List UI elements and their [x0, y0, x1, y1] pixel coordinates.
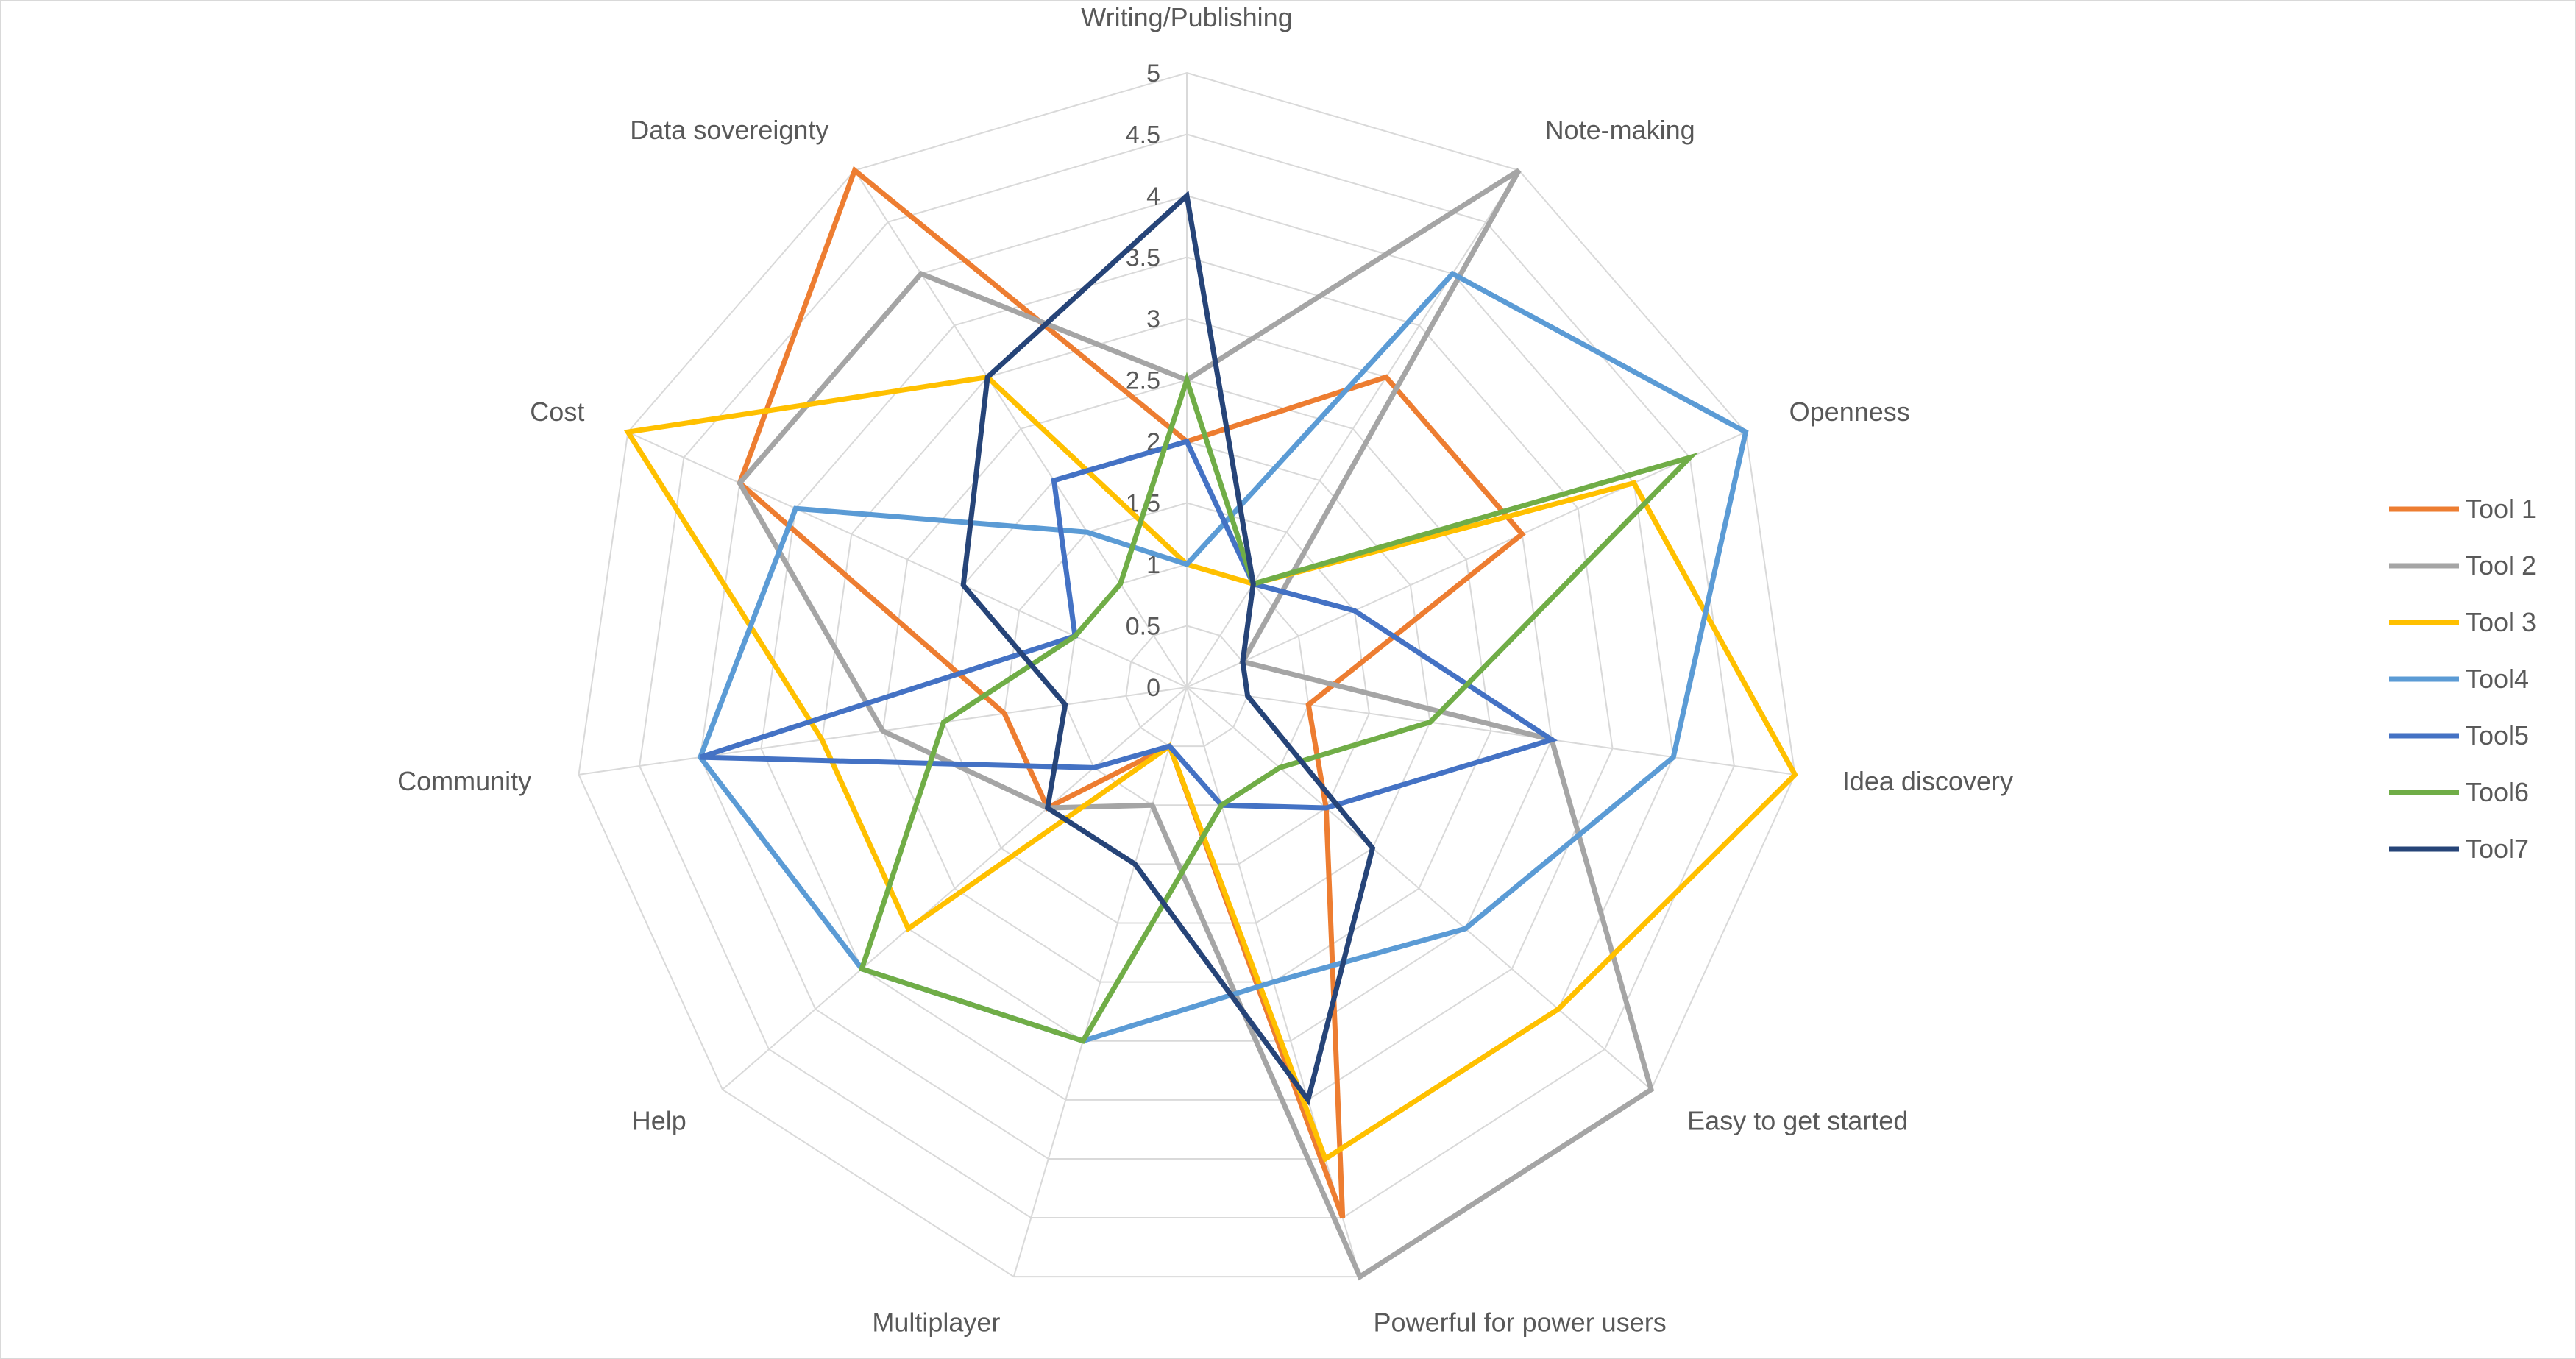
tick-label: 2.5 [1126, 367, 1160, 395]
axis-label-10: Data sovereignty [630, 115, 828, 145]
axis-label-8: Community [397, 766, 531, 796]
legend-label-2: Tool 2 [2466, 550, 2536, 581]
axis-labels: Writing/Publishing Note-making Openness Ide… [397, 2, 2013, 1338]
axis-label-9: Cost [530, 397, 584, 427]
series-layer [628, 171, 1795, 1277]
series-line-4 [700, 274, 1746, 1041]
legend-label-1: Tool 1 [2466, 494, 2536, 524]
tick-label: 4 [1146, 182, 1160, 210]
series-line-2 [739, 171, 1651, 1277]
legend-label-7: Tool7 [2466, 834, 2529, 864]
tick-label: 3 [1146, 305, 1160, 333]
axis-label-4: Easy to get started [1687, 1105, 1908, 1135]
grid-layer [578, 73, 1795, 1277]
axis-label-7: Help [632, 1105, 686, 1135]
axis-label-3: Idea discovery [1842, 766, 2013, 796]
series-line-6 [862, 380, 1689, 1041]
axis-label-6: Multiplayer [872, 1307, 1000, 1338]
tick-label: 0.5 [1126, 613, 1160, 641]
tick-label: 0 [1146, 674, 1160, 702]
tick-label: 4.5 [1126, 121, 1160, 149]
legend-label-3: Tool 3 [2466, 607, 2536, 637]
tick-labels: 00.511.522.533.544.55 [1126, 60, 1160, 702]
legend-label-5: Tool5 [2466, 720, 2529, 751]
legend: Tool 1 Tool 2 Tool 3 Tool4 Tool5 Tool6 Tool7 [2389, 494, 2536, 864]
axis-label-1: Note-making [1545, 115, 1695, 145]
axis-label-5: Powerful for power users [1374, 1307, 1667, 1338]
tick-label: 5 [1146, 60, 1160, 88]
series-line-7 [963, 196, 1372, 1100]
legend-label-6: Tool6 [2466, 777, 2529, 807]
axis-label-0: Writing/Publishing [1081, 2, 1292, 32]
axis-label-2: Openness [1789, 397, 1910, 427]
legend-label-4: Tool4 [2466, 664, 2529, 694]
